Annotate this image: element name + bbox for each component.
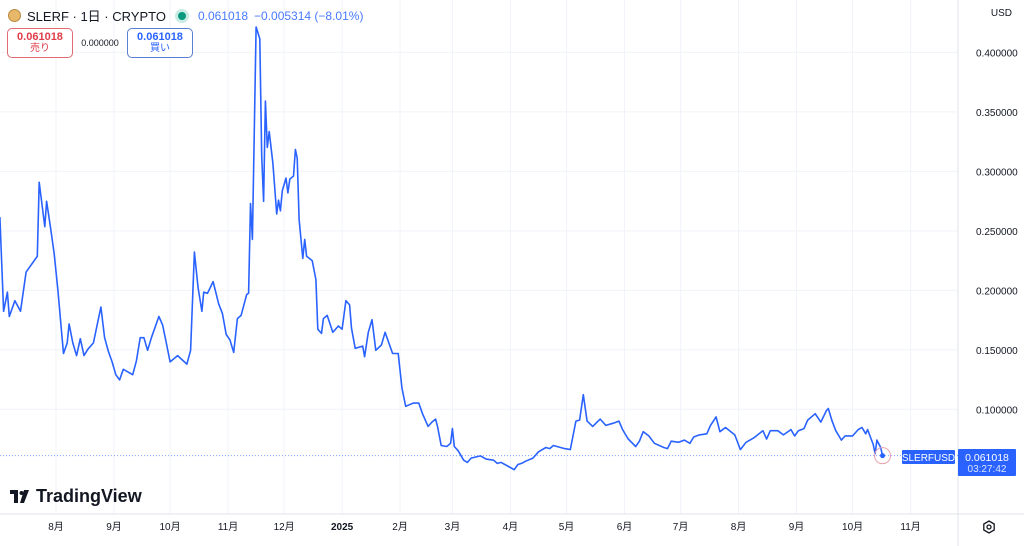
last-point-dot [880,453,886,459]
price-tick-label: 0.100000 [976,405,1018,416]
time-tick-label: 11月 [900,521,920,533]
tradingview-logo-icon [10,489,29,503]
time-tick-label: 8月 [731,521,747,533]
time-tick-label: 6月 [617,521,633,533]
spread-value: 0.000000 [81,38,119,48]
time-tick-label: 2025 [331,522,354,533]
price-tick-label: 0.400000 [976,48,1018,59]
buy-button[interactable]: 0.061018 買い [127,28,193,58]
buy-label: 買い [150,43,170,54]
last-point-pulse [874,447,892,465]
time-tick-label: 10月 [160,521,181,533]
symbol-header: SLERF · 1日 · CRYPTO 0.061018 −0.005314 (… [8,6,363,25]
time-tick-label: 3月 [445,521,461,533]
time-tick-label: 11月 [218,521,238,533]
sell-label: 売り [30,43,50,54]
price-tick-label: 0.300000 [976,167,1018,178]
price-tick-label: 0.250000 [976,227,1018,238]
time-axis[interactable]: 8月 9月 10月 11月 12月 2025 2月 3月 4月 5月 6月 7月 8月 9月 10月 11月 [48,521,921,533]
time-tick-label: 5月 [559,521,575,533]
time-tick-label: 2月 [392,521,408,533]
buy-price: 0.061018 [137,31,183,43]
time-tick-label: 8月 [48,521,64,533]
time-tick-label: 12月 [274,521,295,533]
sell-button[interactable]: 0.061018 売り [7,28,73,58]
sell-price: 0.061018 [17,31,63,43]
time-tick-label: 4月 [503,521,519,533]
time-tick-label: 9月 [789,521,805,533]
current-price-label: 0.061018 [965,452,1009,464]
time-tick-label: 10月 [842,521,863,533]
symbol-label-bg [902,450,955,464]
grid [0,0,958,514]
price-tick-label: 0.200000 [976,286,1018,297]
last-price: 0.061018 [197,8,249,23]
currency-selector[interactable]: USD [990,8,1012,19]
bar-countdown: 03:27:42 [968,464,1007,475]
price-tick-label: 0.350000 [976,108,1018,119]
price-axis[interactable]: 0.400000 0.350000 0.300000 0.250000 0.200000… [976,48,1018,416]
logo-text: TradingView [36,486,142,506]
price-label-bg [958,449,1016,476]
symbol-title[interactable]: SLERF · 1日 · CRYPTO [27,9,166,24]
symbol-label: SLERFUSD [902,453,955,464]
time-tick-label: 7月 [673,521,689,533]
symbol-price-label: SLERFUSD 0.061018 03:27:42 [902,449,1016,476]
price-change: −0.005314 (−8.01%) [254,8,364,23]
slerf-coin-icon [8,9,21,22]
time-tick-label: 9月 [106,521,122,533]
trade-buttons: 0.061018 売り 0.000000 0.061018 買い [7,28,193,58]
market-status-icon [177,11,186,20]
price-tick-label: 0.150000 [976,346,1018,357]
settings-icon[interactable] [982,520,996,534]
tradingview-logo[interactable]: TradingView [10,486,142,507]
price-series-line [0,26,884,471]
